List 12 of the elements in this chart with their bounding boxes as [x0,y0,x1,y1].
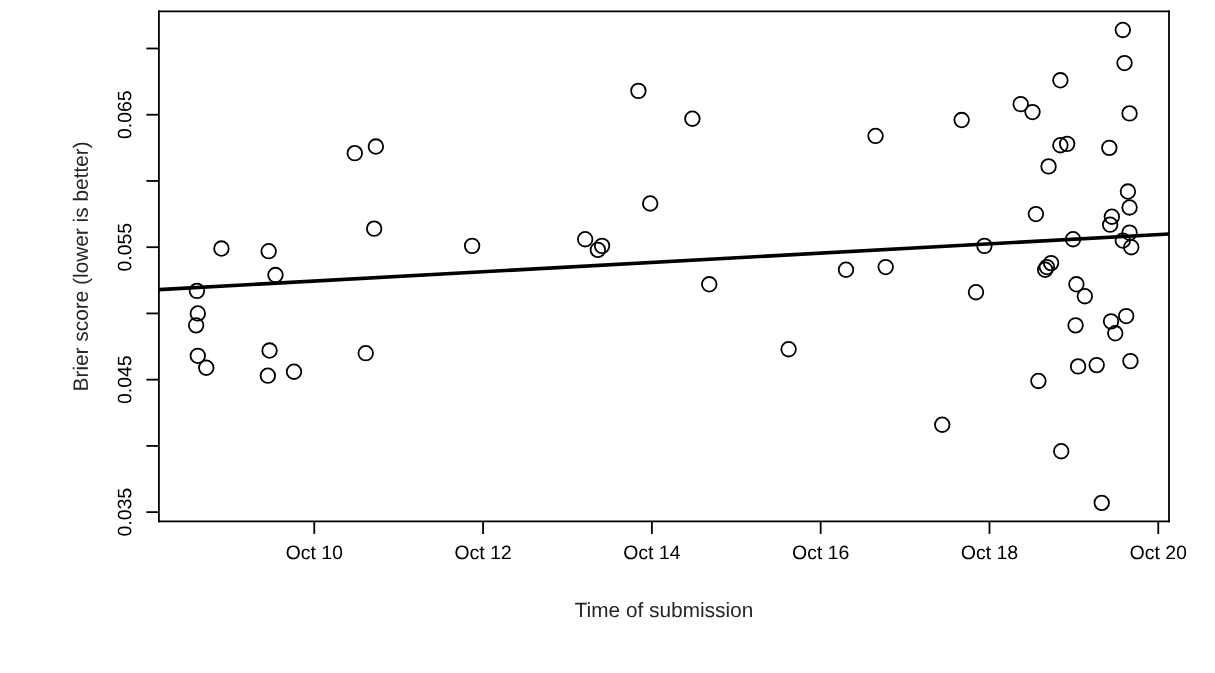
x-tick-label: Oct 14 [624,545,680,560]
x-tick-label: Oct 10 [286,545,343,560]
x-tick-label: Oct 16 [792,545,849,560]
y-tick-label: 0.055 [117,223,132,271]
x-tick-label: Oct 12 [455,545,511,560]
y-tick-label: 0.035 [117,488,132,536]
y-axis-title: Brier score (lower is better) [72,142,93,390]
x-axis-title: Time of submission [575,602,752,618]
x-tick-label: Oct 18 [961,545,1018,560]
x-tick-label: Oct 20 [1130,545,1187,560]
y-tick-label: 0.065 [117,91,132,139]
y-tick-label: 0.045 [117,356,132,404]
